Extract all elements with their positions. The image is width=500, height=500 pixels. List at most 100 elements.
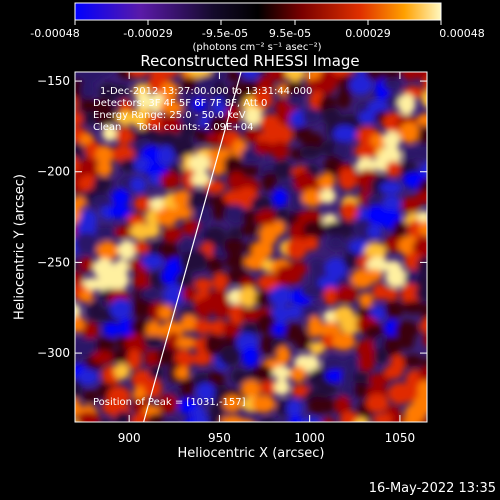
colorbar-units-label: (photons cm⁻² s⁻¹ asec⁻²) xyxy=(192,42,321,53)
image-texture-blob xyxy=(242,210,258,225)
image-texture-blob xyxy=(78,174,99,193)
x-axis-label: Heliocentric X (arcsec) xyxy=(177,446,325,461)
image-texture-blob xyxy=(340,201,359,221)
image-texture-blob xyxy=(417,210,427,224)
image-texture-blob xyxy=(287,267,302,284)
image-texture-blob xyxy=(228,303,245,326)
image-texture-blob xyxy=(157,145,175,166)
image-texture-blob xyxy=(303,236,319,251)
image-texture-blob xyxy=(302,108,322,125)
image-texture-blob xyxy=(161,267,179,285)
image-texture-blob xyxy=(253,141,274,155)
image-texture-blob xyxy=(75,398,81,418)
image-texture-blob xyxy=(299,146,322,159)
image-texture-blob xyxy=(271,141,289,160)
image-texture-blob xyxy=(117,239,137,261)
image-texture-blob xyxy=(272,189,288,207)
image-texture-blob xyxy=(80,80,96,100)
image-texture-blob xyxy=(415,144,427,162)
image-texture-blob xyxy=(269,286,293,306)
image-texture-blob xyxy=(294,332,311,350)
image-texture-blob xyxy=(401,196,421,213)
y-tick-label: −250 xyxy=(37,255,70,269)
image-texture-blob xyxy=(359,292,374,308)
image-texture-blob xyxy=(392,219,407,242)
image-texture-blob xyxy=(209,157,226,176)
image-texture-blob xyxy=(349,75,373,95)
image-texture-blob xyxy=(394,320,419,340)
image-texture-blob xyxy=(194,278,213,292)
colorbar-tick-label: 9.5e-05 xyxy=(269,27,311,40)
image-texture-blob xyxy=(256,312,276,334)
x-tick-label: 900 xyxy=(118,431,141,445)
image-texture-blob xyxy=(143,335,164,348)
image-texture-blob xyxy=(350,49,369,70)
image-texture-blob xyxy=(398,333,415,350)
image-texture-blob xyxy=(358,110,377,124)
image-texture-blob xyxy=(95,44,112,65)
image-texture-blob xyxy=(238,286,259,308)
image-texture-blob xyxy=(254,47,276,65)
image-texture-blob xyxy=(423,52,438,68)
image-texture-blob xyxy=(87,300,104,323)
image-texture-blob xyxy=(94,109,116,126)
image-texture-blob xyxy=(383,365,403,379)
image-texture-blob xyxy=(327,236,345,251)
image-texture-blob xyxy=(289,366,307,383)
image-texture-blob xyxy=(61,45,85,60)
image-texture-blob xyxy=(418,367,427,382)
image-texture-blob xyxy=(250,195,274,212)
image-texture-blob xyxy=(419,317,427,335)
image-texture-blob xyxy=(175,366,190,380)
image-texture-blob xyxy=(401,72,419,81)
image-texture-blob xyxy=(160,171,181,190)
image-texture-blob xyxy=(75,350,82,366)
image-texture-blob xyxy=(218,345,242,367)
image-texture-blob xyxy=(275,419,291,422)
image-texture-blob xyxy=(47,187,68,205)
image-texture-blob xyxy=(336,89,352,110)
image-texture-blob xyxy=(412,395,427,415)
image-texture-blob xyxy=(222,238,246,256)
image-texture-blob xyxy=(415,190,427,205)
image-texture-blob xyxy=(96,241,119,261)
image-texture-blob xyxy=(398,121,421,144)
image-texture-blob xyxy=(287,94,303,108)
image-texture-blob xyxy=(302,220,325,239)
image-texture-blob xyxy=(322,356,345,373)
image-texture-blob xyxy=(367,223,382,239)
time-range-annotation: 1-Dec-2012 13:27:00.000 to 13:31:44.000 xyxy=(100,86,313,97)
peak-position-annotation: Position of Peak = [1031,-157] xyxy=(93,397,246,408)
image-texture-blob xyxy=(335,395,351,416)
image-texture-blob xyxy=(415,72,427,80)
image-texture-blob xyxy=(415,285,427,302)
colorbar-tick-label: -9.5e-05 xyxy=(202,27,248,40)
image-texture-blob xyxy=(196,382,216,403)
image-texture-blob xyxy=(335,284,358,303)
image-texture-blob xyxy=(165,332,181,353)
image-texture-blob xyxy=(182,219,201,236)
image-texture-blob xyxy=(227,227,244,242)
image-texture-blob xyxy=(338,220,354,239)
image-texture-blob xyxy=(143,222,161,239)
image-texture-blob xyxy=(422,77,427,92)
image-texture-blob xyxy=(191,171,212,188)
image-texture-blob xyxy=(95,145,114,166)
image-texture-blob xyxy=(75,202,82,224)
image-texture-blob xyxy=(172,206,193,220)
image-texture-blob xyxy=(270,45,286,63)
image-texture-blob xyxy=(47,286,67,304)
image-texture-blob xyxy=(50,223,64,244)
image-texture-blob xyxy=(403,414,424,422)
image-texture-blob xyxy=(94,225,118,239)
image-texture-blob xyxy=(397,384,420,403)
image-texture-blob xyxy=(224,253,247,270)
image-texture-blob xyxy=(115,110,136,126)
image-texture-blob xyxy=(192,98,207,111)
image-texture-blob xyxy=(242,346,259,367)
image-texture-blob xyxy=(207,114,228,136)
image-texture-blob xyxy=(187,191,212,210)
image-texture-blob xyxy=(372,413,394,422)
image-texture-blob xyxy=(225,105,243,125)
image-texture-blob xyxy=(238,418,254,422)
